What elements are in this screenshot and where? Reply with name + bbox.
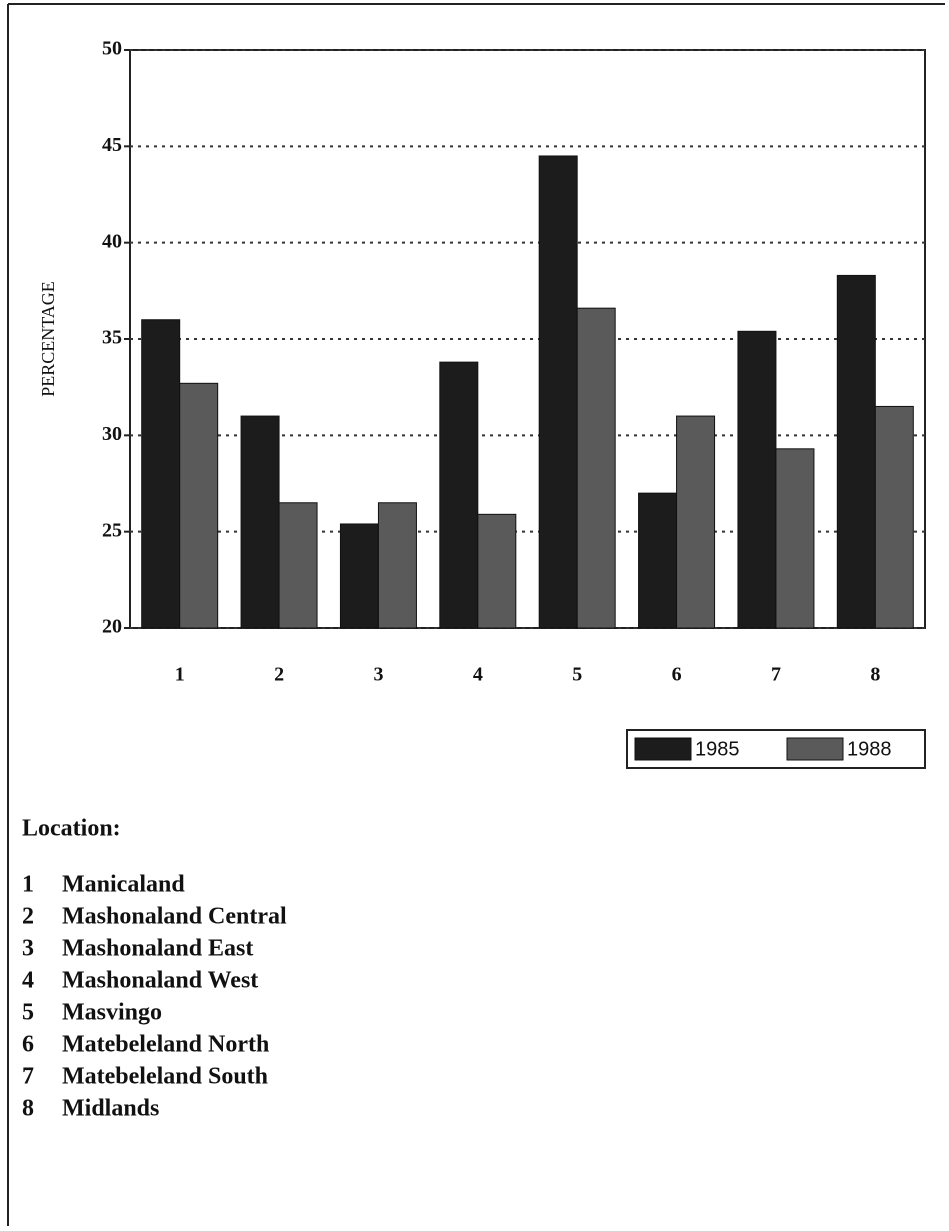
bar: [737, 330, 777, 629]
location-number: 8: [22, 1096, 34, 1122]
bar: [339, 523, 379, 629]
location-number: 5: [22, 1000, 34, 1026]
bar: [439, 361, 479, 629]
y-tick-label: 20: [102, 616, 122, 638]
bar: [638, 492, 678, 629]
x-tick-label: 7: [771, 664, 781, 686]
location-title: Location:: [22, 816, 121, 842]
location-name: Mashonaland West: [62, 968, 258, 994]
x-tick-label: 2: [274, 664, 284, 686]
location-name: Mashonaland Central: [62, 904, 287, 930]
x-tick-label: 4: [473, 664, 483, 686]
x-tick-label: 8: [870, 664, 880, 686]
x-tick-label: 5: [572, 664, 582, 686]
x-tick-label: 1: [175, 664, 185, 686]
location-number: 7: [22, 1064, 34, 1090]
bar: [278, 502, 318, 629]
location-name: Matebeleland South: [62, 1064, 268, 1090]
bar: [538, 155, 578, 629]
location-name: Mashonaland East: [62, 936, 253, 962]
location-number: 3: [22, 936, 34, 962]
bar: [775, 448, 815, 629]
y-tick-label: 45: [102, 134, 122, 156]
location-name: Manicaland: [62, 872, 185, 898]
y-tick-label: 40: [102, 230, 122, 252]
x-tick-label: 6: [672, 664, 682, 686]
legend-label: 1985: [695, 738, 740, 760]
y-tick-label: 35: [102, 327, 122, 349]
location-number: 2: [22, 904, 34, 930]
bar: [576, 307, 616, 629]
y-tick-label: 25: [102, 519, 122, 541]
location-name: Masvingo: [62, 1000, 162, 1026]
location-name: Matebeleland North: [62, 1032, 269, 1058]
location-number: 1: [22, 872, 34, 898]
location-name: Midlands: [62, 1096, 159, 1122]
legend-swatch: [634, 737, 692, 761]
y-tick-label: 30: [102, 423, 122, 445]
location-number: 6: [22, 1032, 34, 1058]
bar: [377, 502, 417, 629]
bar: [874, 405, 914, 629]
bar: [179, 382, 219, 629]
location-number: 4: [22, 968, 34, 994]
y-axis-label: PERCENTAGE: [38, 281, 58, 397]
bar: [141, 319, 181, 629]
bar: [240, 415, 280, 629]
bar: [477, 513, 517, 629]
y-tick-label: 50: [102, 38, 122, 60]
legend-label: 1988: [847, 738, 892, 760]
bar: [836, 274, 876, 629]
x-tick-label: 3: [373, 664, 383, 686]
bar: [676, 415, 716, 629]
legend-swatch: [786, 737, 844, 761]
